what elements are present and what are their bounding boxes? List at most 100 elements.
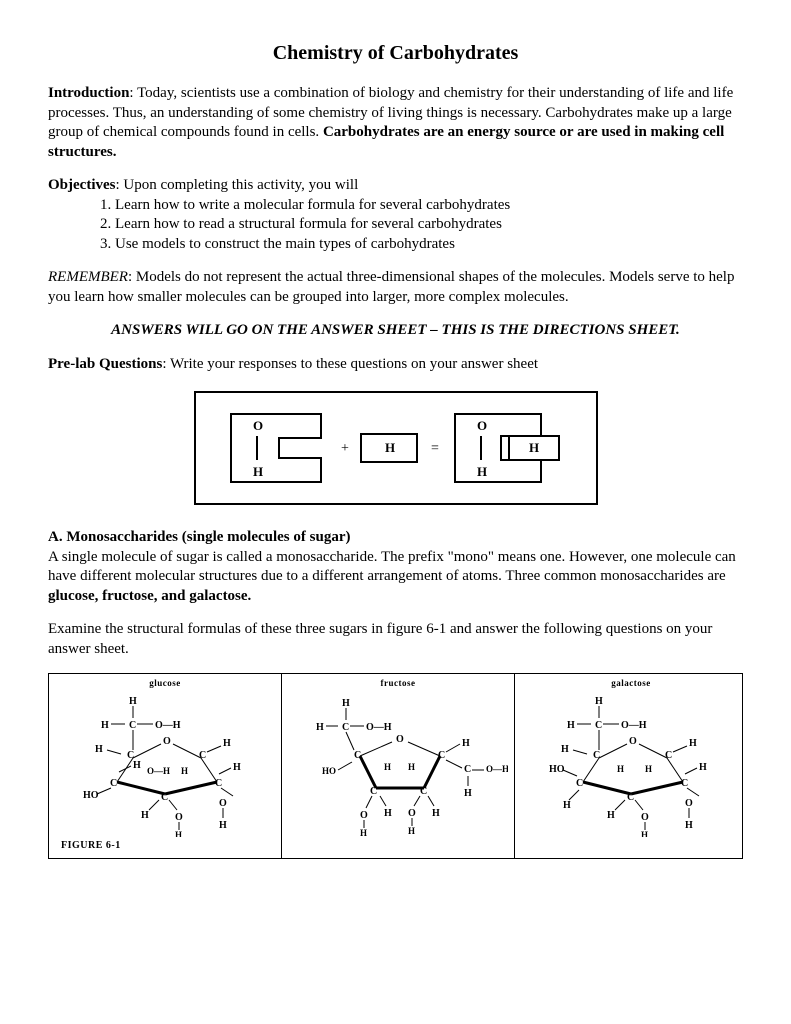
svg-text:O: O (408, 808, 416, 819)
equals-sign: = (431, 441, 439, 456)
svg-text:H: H (342, 698, 350, 709)
svg-text:HO: HO (83, 790, 99, 801)
svg-text:O: O (219, 798, 227, 809)
svg-text:C: C (593, 750, 600, 761)
svg-text:O—H: O—H (147, 766, 170, 776)
sugar-label: fructose (288, 678, 508, 690)
answers-note: ANSWERS WILL GO ON THE ANSWER SHEET – TH… (48, 321, 743, 341)
objectives-list: 1. Learn how to write a molecular formul… (48, 196, 743, 255)
svg-text:H: H (595, 696, 603, 707)
prelab-diagram: O H + H = O H H (48, 388, 743, 508)
svg-text:H: H (462, 738, 470, 749)
svg-text:O: O (641, 812, 649, 823)
svg-text:C: C (576, 778, 583, 789)
svg-text:O: O (396, 734, 404, 745)
prelab-text: : Write your responses to these question… (162, 356, 538, 372)
svg-text:H: H (567, 720, 575, 731)
intro-label: Introduction (48, 85, 129, 101)
objective-item: 3. Use models to construct the main type… (100, 235, 743, 255)
svg-text:H: H (607, 810, 615, 821)
svg-text:H: H (699, 762, 707, 773)
fructose-structure: O C C C C C H O—H H H C (288, 692, 508, 837)
sugar-label: glucose (55, 678, 275, 690)
svg-text:C: C (665, 750, 672, 761)
atom-h: H (385, 440, 395, 455)
figure-cell-fructose: fructose O C C C C C H O—H H (282, 674, 515, 858)
galactose-structure: O C C C C C C O—H H H H H (521, 692, 741, 837)
svg-text:C: C (681, 778, 688, 789)
svg-text:C: C (370, 786, 377, 797)
svg-text:H: H (95, 744, 103, 755)
svg-text:H: H (360, 828, 367, 837)
svg-text:O: O (175, 812, 183, 823)
svg-text:H: H (617, 764, 624, 774)
svg-text:H: H (233, 762, 241, 773)
svg-text:H: H (408, 762, 415, 772)
svg-text:H: H (384, 762, 391, 772)
svg-text:C: C (110, 778, 117, 789)
objectives-lead: Objectives: Upon completing this activit… (48, 176, 743, 196)
svg-text:H: H (384, 808, 392, 819)
remember-label: REMEMBER (48, 269, 128, 285)
svg-text:H: H (223, 738, 231, 749)
objectives-lead-text: : Upon completing this activity, you wil… (115, 177, 358, 193)
svg-text:H: H (175, 830, 182, 837)
objectives-label: Objectives (48, 177, 115, 193)
sugar-label: galactose (521, 678, 741, 690)
atom-o: O (477, 418, 487, 433)
svg-text:H: H (432, 808, 440, 819)
svg-text:C: C (199, 750, 206, 761)
svg-text:C: C (438, 750, 445, 761)
intro-paragraph: Introduction: Today, scientists use a co… (48, 84, 743, 162)
svg-text:H: H (316, 722, 324, 733)
svg-text:HO: HO (322, 766, 336, 776)
svg-text:H: H (181, 766, 188, 776)
svg-text:C: C (464, 764, 471, 775)
section-a-bold-list: glucose, fructose, and galactose. (48, 588, 251, 604)
svg-text:H: H (141, 810, 149, 821)
svg-text:O—H: O—H (486, 764, 508, 774)
svg-text:C: C (129, 720, 136, 731)
svg-text:H: H (101, 720, 109, 731)
objective-item: 1. Learn how to write a molecular formul… (100, 196, 743, 216)
svg-text:H: H (641, 830, 648, 837)
svg-text:O—H: O—H (155, 720, 181, 731)
svg-text:H: H (219, 820, 227, 831)
svg-text:H: H (645, 764, 652, 774)
svg-text:O—H: O—H (621, 720, 647, 731)
atom-o: O (253, 418, 263, 433)
section-a-examine: Examine the structural formulas of these… (48, 620, 743, 659)
page-title: Chemistry of Carbohydrates (48, 40, 743, 66)
figure-cell-glucose: glucose O C C C C C C O—H (49, 674, 282, 858)
svg-text:H: H (129, 696, 137, 707)
objective-item: 2. Learn how to read a structural formul… (100, 215, 743, 235)
svg-text:O—H: O—H (366, 722, 392, 733)
svg-text:C: C (595, 720, 602, 731)
svg-text:H: H (563, 800, 571, 811)
figure-caption: FIGURE 6-1 (55, 837, 275, 856)
svg-text:H: H (133, 760, 141, 771)
figure-cell-galactose: galactose O C C C C C C O—H H (515, 674, 747, 858)
remember-text: : Models do not represent the actual thr… (48, 269, 734, 305)
svg-text:O: O (163, 736, 171, 747)
svg-text:HO: HO (549, 764, 565, 775)
svg-text:H: H (464, 788, 472, 799)
atom-h: H (253, 464, 263, 479)
svg-text:O: O (629, 736, 637, 747)
svg-text:C: C (354, 750, 361, 761)
svg-text:H: H (689, 738, 697, 749)
atom-h: H (529, 440, 539, 455)
svg-text:C: C (215, 778, 222, 789)
figure-6-1: glucose O C C C C C C O—H (48, 673, 743, 859)
section-a-paragraph: A. Monosaccharides (single molecules of … (48, 528, 743, 606)
svg-text:O: O (360, 810, 368, 821)
svg-text:C: C (342, 722, 349, 733)
svg-text:H: H (561, 744, 569, 755)
section-a-heading: A. Monosaccharides (single molecules of … (48, 529, 350, 545)
svg-text:C: C (420, 786, 427, 797)
svg-text:H: H (408, 826, 415, 836)
plus-sign: + (341, 441, 349, 456)
glucose-structure: O C C C C C C O—H H (55, 692, 275, 837)
atom-h: H (477, 464, 487, 479)
prelab-label: Pre-lab Questions (48, 356, 162, 372)
